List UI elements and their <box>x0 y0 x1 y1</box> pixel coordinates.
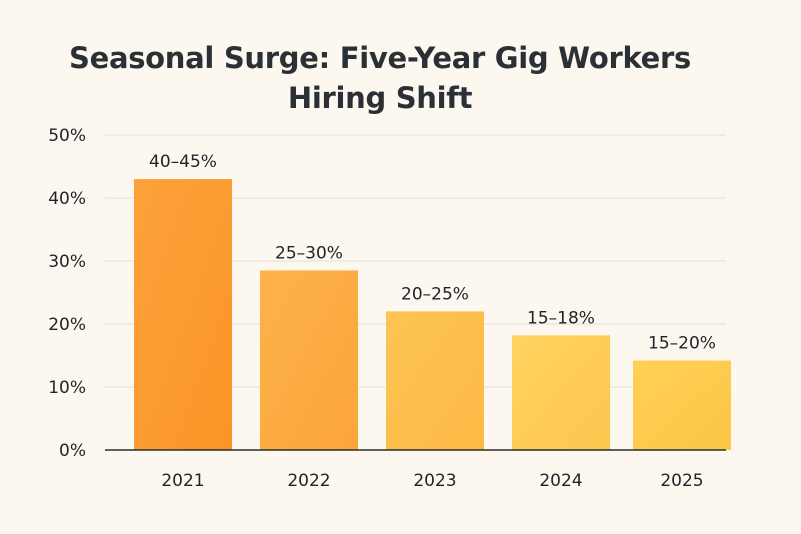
x-axis-ticks: 2021 2022 2023 2024 2025 <box>161 471 703 491</box>
y-tick-label: 50% <box>48 126 86 146</box>
data-label: 25–30% <box>275 243 343 263</box>
data-label: 15–20% <box>648 334 716 354</box>
y-tick-label: 30% <box>48 252 86 272</box>
y-tick-label: 0% <box>59 441 86 461</box>
x-tick-label: 2024 <box>539 471 582 491</box>
chart-title: Seasonal Surge: Five-Year Gig Workers Hi… <box>68 41 691 115</box>
y-tick-label: 40% <box>48 189 86 209</box>
x-tick-label: 2022 <box>287 471 330 491</box>
data-label: 20–25% <box>401 284 469 304</box>
x-tick-label: 2023 <box>413 471 456 491</box>
bars <box>134 179 731 450</box>
x-tick-label: 2021 <box>161 471 204 491</box>
bar-2025 <box>633 360 731 450</box>
bar-2024 <box>512 335 610 450</box>
bar-2022 <box>260 270 358 450</box>
bar-2021 <box>134 179 232 450</box>
y-axis-ticks: 0% 10% 20% 30% 40% 50% <box>48 126 86 461</box>
x-tick-label: 2025 <box>660 471 703 491</box>
y-tick-label: 10% <box>48 378 86 398</box>
data-label: 40–45% <box>149 152 217 172</box>
data-label: 15–18% <box>527 308 595 328</box>
bar-2023 <box>386 311 484 450</box>
y-tick-label: 20% <box>48 315 86 335</box>
data-labels: 40–45% 25–30% 20–25% 15–18% 15–20% <box>149 152 716 353</box>
